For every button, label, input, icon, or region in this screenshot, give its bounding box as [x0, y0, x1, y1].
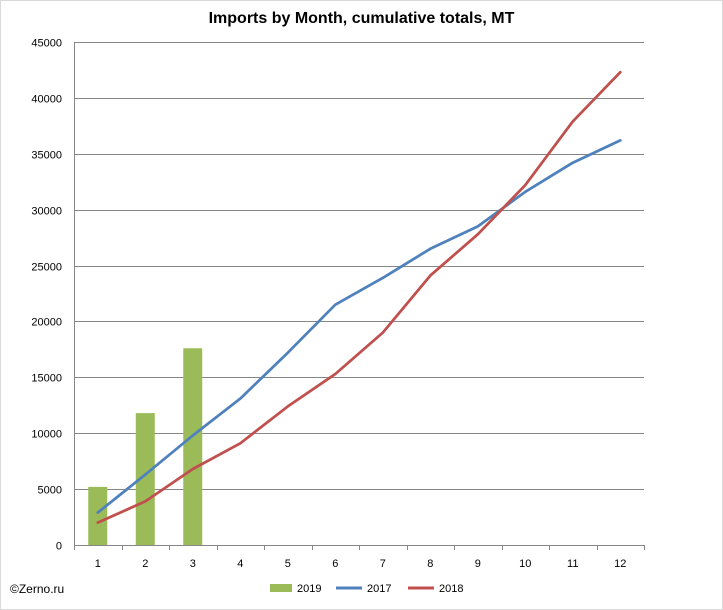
line-2017	[96, 139, 622, 514]
legend-swatch-2019	[270, 584, 292, 592]
y-tick-label: 0	[56, 541, 62, 553]
x-tick-label: 3	[190, 558, 196, 570]
x-axis-ticks: 1 2 3 4 5 6 7 8 9 10 11 12	[74, 545, 645, 570]
x-tick-label: 5	[285, 558, 291, 570]
x-tick-label: 1	[95, 558, 101, 570]
x-tick-label: 9	[475, 558, 481, 570]
y-axis-ticks: 0 5000 10000 15000 20000 25000 30000 35000 40000…	[31, 38, 62, 553]
copyright-text: ©Zerno.ru	[10, 582, 65, 596]
y-tick-label: 20000	[31, 317, 62, 329]
x-tick-label: 10	[519, 558, 531, 570]
x-tick-label: 7	[380, 558, 386, 570]
y-tick-label: 45000	[31, 38, 62, 50]
bar-2019-3	[183, 348, 203, 545]
y-tick-label: 5000	[38, 485, 62, 497]
line-2018	[96, 70, 622, 524]
bar-2019-1	[88, 486, 108, 545]
bar-series	[88, 348, 203, 545]
y-tick-label: 15000	[31, 373, 62, 385]
y-tick-label: 10000	[31, 429, 62, 441]
y-tick-label: 30000	[31, 206, 62, 218]
x-tick-label: 4	[237, 558, 243, 570]
bar-2019-2	[135, 413, 155, 545]
x-tick-label: 8	[427, 558, 433, 570]
legend-label-2019: 2019	[297, 583, 321, 595]
y-tick-label: 25000	[31, 262, 62, 274]
x-tick-label: 11	[567, 558, 578, 570]
grid-lines	[74, 42, 644, 546]
y-tick-label: 35000	[31, 150, 62, 162]
y-tick-label: 40000	[31, 94, 62, 106]
x-tick-label: 12	[614, 558, 626, 570]
legend-label-2017: 2017	[367, 583, 391, 595]
x-tick-label: 2	[142, 558, 148, 570]
legend-label-2018: 2018	[439, 583, 463, 595]
line-series	[96, 70, 622, 524]
chart-title: Imports by Month, cumulative totals, MT	[208, 10, 515, 27]
legend: 2019 2017 2018	[270, 583, 463, 595]
x-tick-label: 6	[332, 558, 338, 570]
